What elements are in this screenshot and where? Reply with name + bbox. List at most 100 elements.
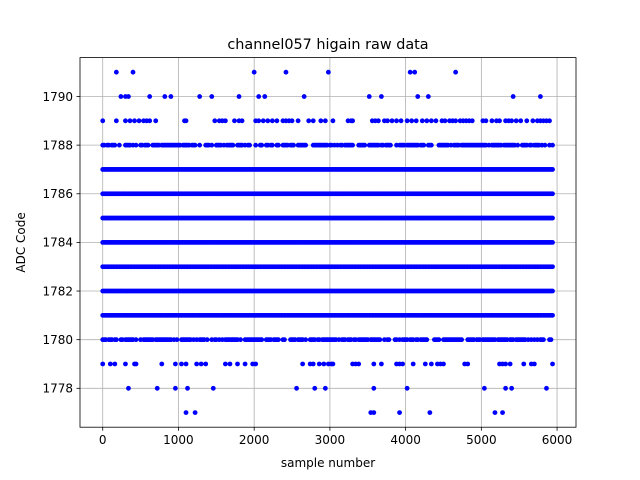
data-point xyxy=(310,361,316,367)
data-point xyxy=(318,118,324,124)
data-point xyxy=(407,69,413,75)
data-point xyxy=(212,118,218,124)
data-point xyxy=(197,142,203,148)
data-point xyxy=(198,361,204,367)
data-point xyxy=(325,69,331,75)
data-point xyxy=(153,118,159,124)
data-point xyxy=(265,118,271,124)
y-tick-label: 1784 xyxy=(42,236,73,250)
data-point xyxy=(465,361,471,367)
y-tick-label: 1786 xyxy=(42,187,73,201)
data-point xyxy=(509,118,515,124)
data-point xyxy=(350,142,356,148)
data-point xyxy=(209,142,215,148)
data-point xyxy=(518,118,524,124)
data-point xyxy=(424,337,430,343)
data-point xyxy=(371,385,377,391)
data-point xyxy=(378,361,384,367)
data-point xyxy=(521,361,527,367)
data-point xyxy=(133,337,139,343)
data-point xyxy=(126,385,131,391)
data-point xyxy=(159,361,165,367)
data-point xyxy=(322,385,328,391)
data-point xyxy=(256,94,262,99)
data-point xyxy=(253,142,259,148)
data-point xyxy=(174,337,180,343)
data-point xyxy=(404,118,410,124)
data-point xyxy=(550,288,555,294)
data-point xyxy=(389,118,395,124)
data-point xyxy=(136,118,142,124)
data-point xyxy=(410,361,416,367)
data-point xyxy=(306,118,312,124)
x-tick-label: 3000 xyxy=(315,433,346,447)
data-point xyxy=(538,94,543,99)
data-point xyxy=(230,142,236,148)
data-point xyxy=(283,69,289,75)
data-point xyxy=(330,118,336,124)
data-point xyxy=(209,94,215,99)
data-point xyxy=(276,337,281,343)
data-point xyxy=(524,118,530,124)
data-point xyxy=(548,337,554,343)
data-point xyxy=(183,118,189,124)
data-point xyxy=(356,361,362,367)
data-point xyxy=(197,94,203,99)
data-point xyxy=(386,337,392,343)
data-point xyxy=(289,118,295,124)
data-point xyxy=(183,410,189,416)
data-point xyxy=(185,385,190,391)
data-point xyxy=(544,385,549,391)
data-point xyxy=(427,410,433,416)
data-point xyxy=(509,385,515,391)
data-point xyxy=(503,361,508,367)
data-point xyxy=(500,410,505,416)
data-point xyxy=(236,94,242,99)
data-point xyxy=(259,337,265,343)
data-point xyxy=(492,410,498,416)
chart-title: channel057 higain raw data xyxy=(227,37,428,53)
x-tick-label: 1000 xyxy=(163,433,194,447)
data-point xyxy=(204,337,210,343)
data-point xyxy=(251,69,257,75)
data-point xyxy=(436,337,442,343)
data-point xyxy=(194,361,200,367)
data-point xyxy=(424,118,430,124)
data-point xyxy=(316,361,322,367)
data-point xyxy=(107,361,113,367)
data-point xyxy=(247,142,253,148)
data-point xyxy=(100,118,106,124)
data-point xyxy=(428,361,434,367)
data-point xyxy=(425,94,431,99)
data-point xyxy=(371,410,377,416)
data-point xyxy=(227,361,233,367)
data-point xyxy=(256,118,262,124)
data-point xyxy=(100,361,106,367)
data-point xyxy=(531,361,537,367)
data-point xyxy=(192,142,198,148)
data-point xyxy=(515,142,521,148)
data-point xyxy=(422,361,428,367)
data-point xyxy=(183,361,189,367)
data-point xyxy=(145,142,151,148)
data-point xyxy=(147,118,153,124)
data-point xyxy=(269,142,275,148)
data-point xyxy=(276,142,281,148)
data-point xyxy=(378,94,384,99)
data-point xyxy=(453,118,458,124)
data-point xyxy=(453,69,458,75)
data-point xyxy=(419,118,425,124)
data-point xyxy=(192,410,198,416)
data-point xyxy=(179,361,184,367)
data-point xyxy=(162,94,168,99)
data-point xyxy=(530,118,536,124)
data-point xyxy=(400,361,405,367)
data-point xyxy=(126,94,131,99)
data-point xyxy=(112,142,118,148)
data-point xyxy=(301,94,307,99)
data-point xyxy=(441,361,446,367)
data-point xyxy=(232,118,237,124)
data-point xyxy=(282,337,287,343)
